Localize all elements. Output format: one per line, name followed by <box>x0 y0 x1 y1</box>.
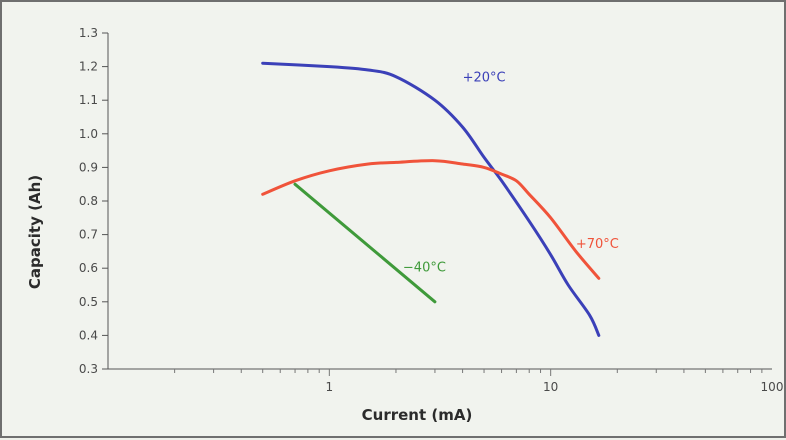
y-tick-label: 0.9 <box>79 160 98 174</box>
y-tick-label: 1.1 <box>79 93 98 107</box>
x-tick-label: 100 <box>761 380 784 394</box>
series-line-2 <box>293 182 437 304</box>
y-tick-label: 1.2 <box>79 60 98 74</box>
y-tick-label: 0.3 <box>79 362 98 376</box>
series-line-1 <box>261 159 601 280</box>
y-axis-title: Capacity (Ah) <box>26 175 44 289</box>
x-tick-label: 1 <box>326 380 334 394</box>
y-tick-label: 0.4 <box>79 328 98 342</box>
y-tick-label: 0.7 <box>79 228 98 242</box>
ticks: 0.3 0.4 0.5 0.6 0.7 0.8 0.9 1.0 1.1 1.2 1.3 1 10 100 <box>79 26 784 394</box>
series-line-0 <box>261 61 601 337</box>
x-tick-label: 10 <box>543 380 558 394</box>
y-tick-label: 0.8 <box>79 194 98 208</box>
y-tick-label: 0.6 <box>79 261 98 275</box>
y-tick-label: 0.5 <box>79 295 98 309</box>
series-label-1: +70°C <box>576 237 619 252</box>
y-tick-label: 1.0 <box>79 127 98 141</box>
x-axis-title: Current (mA) <box>362 406 473 424</box>
series-label-2: −40°C <box>403 261 446 276</box>
axes <box>107 33 772 370</box>
y-tick-label: 1.3 <box>79 26 98 40</box>
series-layer: +20°C +70°C −40°C <box>261 61 619 337</box>
series-label-0: +20°C <box>463 71 506 86</box>
